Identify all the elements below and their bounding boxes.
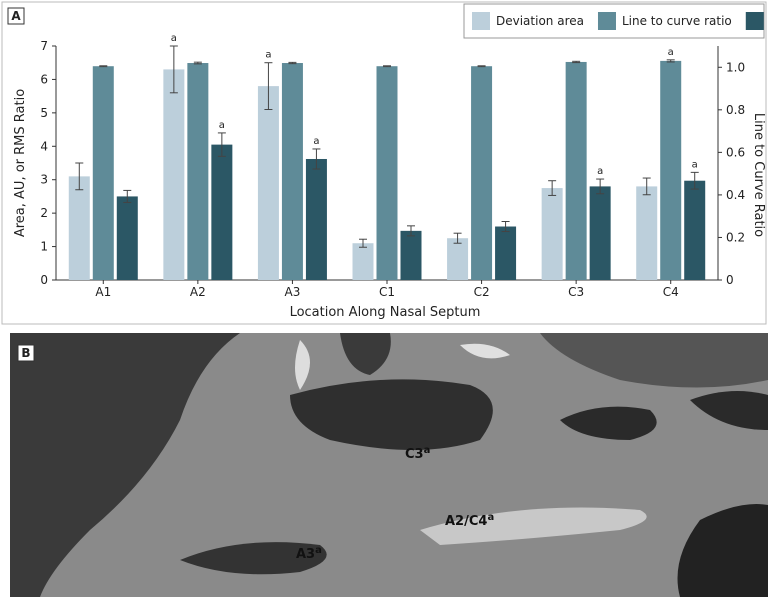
annotation-superscript: a xyxy=(487,512,494,523)
legend-label: Deviation area xyxy=(496,14,584,28)
annotation-superscript: a xyxy=(424,445,431,456)
y-tick-label: 5 xyxy=(40,106,48,120)
bar xyxy=(93,66,114,280)
bar xyxy=(590,186,611,280)
figure: A Location Along Nasal Septum Area, AU, … xyxy=(0,0,768,597)
bar xyxy=(306,159,327,280)
bar xyxy=(258,86,279,280)
y2-tick-label: 0.8 xyxy=(726,103,745,117)
bar xyxy=(401,231,422,280)
legend-swatch xyxy=(746,12,764,30)
x-tick-label: C2 xyxy=(474,285,490,299)
bar xyxy=(636,186,657,280)
x-tick-label: C3 xyxy=(568,285,584,299)
y2-tick-label: 1.0 xyxy=(726,60,745,74)
significance-mark: a xyxy=(219,120,225,131)
image-annotation: A2/C4a xyxy=(445,512,494,529)
y-tick-label: 6 xyxy=(40,72,48,86)
y-tick-label: 7 xyxy=(40,39,48,53)
error-bar xyxy=(383,66,391,67)
bar xyxy=(471,66,492,280)
error-bar xyxy=(478,66,486,67)
bar xyxy=(447,238,468,280)
x-tick-label: C1 xyxy=(379,285,395,299)
y-tick-label: 3 xyxy=(40,173,48,187)
x-tick-label: C4 xyxy=(663,285,679,299)
bar xyxy=(542,188,563,280)
panel-label: B xyxy=(21,346,30,360)
significance-mark: a xyxy=(597,166,603,177)
bar xyxy=(377,66,398,280)
bar xyxy=(282,63,303,280)
bar xyxy=(353,243,374,280)
legend-label: Line to curve ratio xyxy=(622,14,732,28)
significance-mark: a xyxy=(668,47,674,58)
y-tick-label: 1 xyxy=(40,240,48,254)
bar xyxy=(684,181,705,280)
x-tick-label: A1 xyxy=(95,285,111,299)
annotation-text: C3 xyxy=(405,447,424,462)
significance-mark: a xyxy=(692,159,698,170)
significance-mark: a xyxy=(265,50,271,61)
bar xyxy=(566,62,587,280)
y2-tick-label: 0.2 xyxy=(726,230,745,244)
bar xyxy=(660,61,681,280)
annotation-superscript: a xyxy=(315,545,322,556)
legend-swatch xyxy=(598,12,616,30)
y2-tick-label: 0.4 xyxy=(726,188,745,202)
y-tick-label: 4 xyxy=(40,139,48,153)
x-tick-label: A2 xyxy=(190,285,206,299)
error-bar xyxy=(99,66,107,67)
ct-image xyxy=(10,333,768,597)
y-axis-label: Area, AU, or RMS Ratio xyxy=(13,89,28,237)
bar xyxy=(495,227,516,280)
y2-axis-label: Line to Curve Ratio xyxy=(751,113,766,237)
y-tick-label: 0 xyxy=(40,273,48,287)
x-tick-label: A3 xyxy=(285,285,301,299)
bar xyxy=(117,196,138,280)
y-tick-label: 2 xyxy=(40,206,48,220)
x-axis-label: Location Along Nasal Septum xyxy=(290,305,481,320)
bar xyxy=(211,145,232,280)
significance-mark: a xyxy=(313,136,319,147)
significance-mark: a xyxy=(171,33,177,44)
bar xyxy=(69,176,90,280)
annotation-text: A3 xyxy=(296,547,315,562)
y2-tick-label: 0.6 xyxy=(726,145,745,159)
panel-label: A xyxy=(11,9,21,23)
legend-swatch xyxy=(472,12,490,30)
y2-tick-label: 0 xyxy=(726,273,734,287)
annotation-text: A2/C4 xyxy=(445,514,487,529)
bar xyxy=(187,63,208,280)
bar xyxy=(163,69,184,280)
